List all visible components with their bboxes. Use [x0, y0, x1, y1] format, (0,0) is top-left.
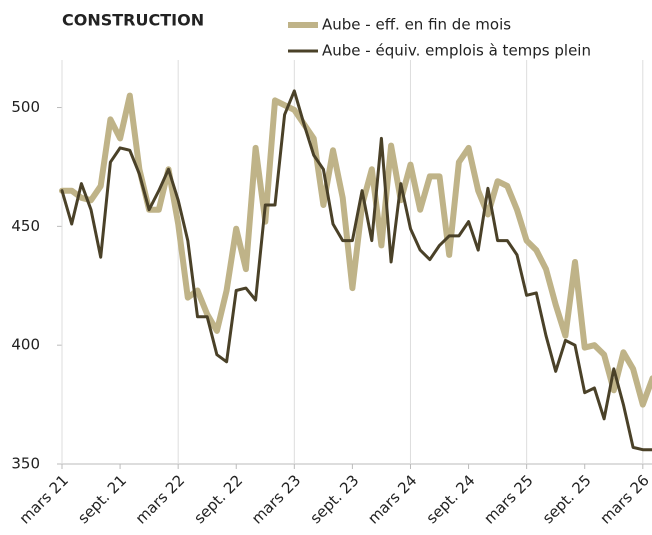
- x-tick-label: sept. 21: [74, 471, 130, 527]
- x-tick-label: mars 24: [364, 471, 420, 527]
- x-tick-label: mars 26: [596, 471, 652, 527]
- x-tick-label: sept. 24: [423, 471, 479, 527]
- y-tick-label: 450: [11, 217, 40, 235]
- x-tick-label: sept. 25: [539, 471, 595, 527]
- x-tick-label: sept. 22: [190, 471, 246, 527]
- series-line: [60, 89, 652, 452]
- legend-label: Aube - équiv. emplois à temps plein: [322, 42, 591, 60]
- x-tick-label: sept. 23: [306, 471, 362, 527]
- legend-label: Aube - eff. en fin de mois: [322, 16, 511, 34]
- series-line: [59, 92, 652, 408]
- x-tick-label: mars 22: [132, 471, 188, 527]
- x-tick-label: mars 21: [16, 471, 72, 527]
- y-tick-label: 350: [11, 455, 40, 473]
- x-tick-label: mars 25: [480, 471, 536, 527]
- y-tick-label: 500: [11, 98, 40, 116]
- chart-title: CONSTRUCTION: [62, 11, 204, 30]
- x-tick-label: mars 23: [248, 471, 304, 527]
- y-tick-label: 400: [11, 336, 40, 354]
